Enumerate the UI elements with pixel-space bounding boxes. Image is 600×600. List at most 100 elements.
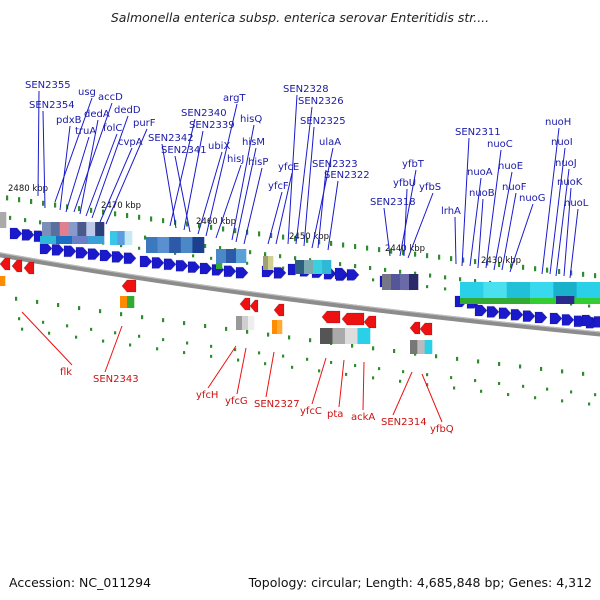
forward-gene-arrow	[273, 266, 287, 279]
tick-mark	[507, 393, 510, 397]
feature-block	[120, 296, 128, 308]
gene-label-forward: nuoE	[498, 161, 523, 172]
leader-line	[303, 126, 315, 247]
tick-mark	[258, 351, 261, 355]
tick-mark	[372, 376, 375, 380]
gene-label-reverse: yfcG	[225, 396, 248, 407]
leader-line	[174, 155, 191, 233]
leader-line	[231, 124, 255, 241]
forward-gene-arrow	[51, 243, 65, 256]
tick-mark	[129, 343, 132, 347]
leader-line	[169, 118, 196, 227]
tick-mark	[378, 367, 381, 371]
tick-mark	[57, 303, 60, 308]
reverse-gene-arrow	[321, 310, 341, 324]
leader-line	[311, 357, 327, 405]
leader-line	[73, 102, 113, 213]
forward-gene-arrow	[9, 227, 23, 240]
tick-mark	[204, 324, 207, 329]
gene-label-forward: lrhA	[441, 206, 461, 217]
forward-gene-arrow	[486, 305, 500, 318]
tick-mark	[477, 359, 480, 364]
tick-mark	[570, 270, 573, 276]
gene-label-reverse: SEN2314	[381, 417, 427, 428]
leader-line	[295, 106, 313, 245]
feature-block	[320, 328, 333, 344]
feature-block	[192, 237, 205, 253]
forward-gene-arrow	[235, 266, 249, 279]
feature-block	[169, 237, 182, 253]
tick-mark	[372, 278, 375, 282]
tick-mark	[99, 309, 102, 314]
tick-mark	[9, 215, 12, 220]
tick-mark	[39, 220, 42, 225]
gene-features	[0, 212, 600, 354]
forward-gene-arrow	[474, 304, 488, 317]
forward-gene-arrow	[175, 259, 189, 272]
tick-mark	[282, 234, 285, 240]
forward-gene-arrow	[123, 252, 137, 265]
leader-line	[161, 143, 177, 229]
leader-line	[207, 345, 237, 389]
gene-label-forward: folC	[103, 123, 122, 134]
leader-line	[311, 147, 334, 249]
tick-mark	[258, 231, 261, 237]
feature-block	[72, 236, 89, 244]
kbp-label: 2460 kbp	[196, 217, 236, 227]
feature-block	[0, 212, 7, 228]
tick-mark	[456, 356, 459, 361]
tick-mark	[558, 269, 561, 275]
forward-gene-arrow	[139, 255, 153, 268]
gene-label-forward: nuoJ	[555, 158, 577, 169]
gene-label-forward: SEN2326	[298, 96, 344, 107]
feature-block	[391, 274, 401, 290]
accession-label: Accession: NC_011294	[9, 575, 152, 590]
tick-mark	[588, 304, 591, 308]
tick-mark	[264, 362, 267, 366]
tick-mark	[306, 357, 309, 361]
tick-mark	[36, 299, 39, 304]
forward-gene-arrow	[346, 268, 360, 281]
tick-mark	[309, 338, 312, 343]
gene-label-forward: nuoI	[551, 137, 573, 148]
tick-mark	[138, 334, 141, 338]
tick-mark	[291, 365, 294, 369]
leader-line	[105, 128, 148, 225]
tick-mark	[540, 366, 543, 371]
feature-block	[322, 260, 332, 274]
leader-line	[235, 147, 257, 243]
tick-mark	[114, 211, 117, 217]
tick-mark	[522, 384, 525, 388]
gene-label-forward: nuoH	[545, 117, 571, 128]
feature-block	[417, 340, 425, 354]
gene-label-forward: SEN2341	[161, 145, 207, 156]
tick-mark	[474, 279, 477, 284]
gene-label-forward: yfbU	[393, 178, 416, 189]
feature-block	[50, 222, 61, 236]
forward-gene-arrow	[21, 228, 35, 241]
leader-line	[549, 147, 566, 275]
reverse-gene-arrow	[249, 299, 259, 313]
tick-mark	[354, 264, 357, 269]
tick-mark	[369, 265, 372, 270]
tick-mark	[414, 271, 417, 276]
reverse-gene-arrow	[121, 279, 137, 293]
gene-label-reverse: SEN2343	[93, 374, 139, 385]
tick-mark	[279, 254, 282, 259]
tick-mark	[75, 335, 78, 339]
feature-block	[157, 237, 170, 253]
tick-mark	[342, 242, 345, 248]
tick-mark	[78, 306, 81, 311]
leader-line	[54, 97, 93, 203]
tick-mark	[426, 253, 429, 259]
leader-line	[265, 351, 275, 398]
gene-label-forward: SEN2355	[25, 80, 71, 91]
leader-line	[362, 361, 365, 411]
tick-mark	[162, 338, 165, 342]
feature-block	[345, 328, 358, 344]
gene-label-forward: hisJ	[227, 154, 244, 165]
backbone-highlight	[0, 252, 600, 333]
tick-mark	[294, 256, 297, 261]
